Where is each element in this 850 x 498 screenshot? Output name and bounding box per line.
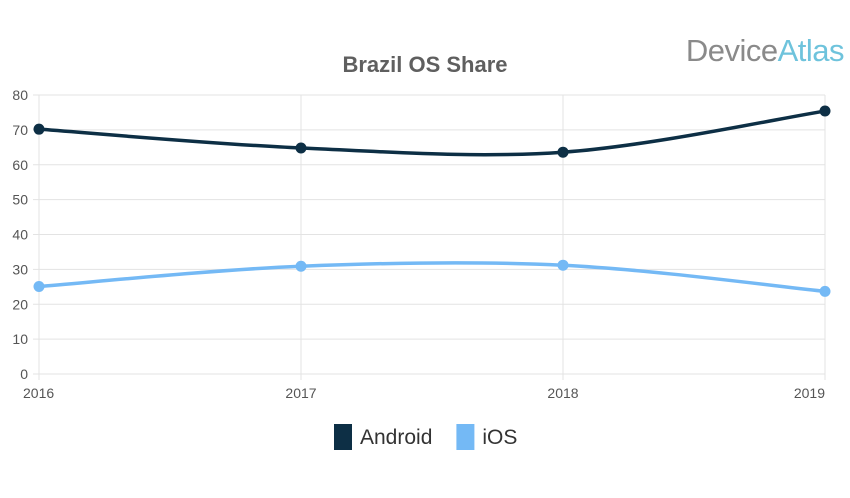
ios-point[interactable] [557, 259, 569, 271]
legend-swatch-android[interactable] [334, 424, 352, 450]
y-tick-label: 60 [12, 157, 28, 173]
android-point[interactable] [33, 123, 45, 135]
x-tick-label: 2016 [23, 385, 54, 401]
android-point[interactable] [819, 105, 831, 117]
ios-point[interactable] [819, 285, 831, 297]
y-tick-label: 50 [12, 192, 28, 208]
series-layer [33, 105, 831, 297]
y-tick-label: 20 [12, 296, 28, 312]
y-tick-label: 80 [12, 87, 28, 103]
logo-part-device: Device [686, 33, 778, 68]
android-point[interactable] [295, 142, 307, 154]
x-tick-label: 2018 [547, 385, 578, 401]
legend-label-ios[interactable]: iOS [482, 426, 517, 449]
android-point[interactable] [557, 146, 569, 158]
android-line [38, 109, 826, 157]
axes: 0 10 20 30 40 50 60 70 80 2016 2017 2018 2019 [12, 87, 825, 401]
ios-point[interactable] [33, 280, 45, 292]
y-tick-label: 0 [20, 366, 28, 382]
y-tick-label: 40 [12, 227, 28, 243]
ios-line [38, 260, 826, 294]
chart-title: Brazil OS Share [342, 52, 507, 77]
legend[interactable]: Android iOS [334, 424, 517, 450]
y-tick-label: 70 [12, 122, 28, 138]
x-tick-label: 2017 [285, 385, 316, 401]
devicealtas-logo: DeviceAtlas [686, 33, 844, 68]
ios-point[interactable] [295, 260, 307, 272]
y-tick-label: 30 [12, 261, 28, 277]
logo-part-atlas: Atlas [778, 33, 844, 68]
legend-swatch-ios[interactable] [456, 424, 475, 450]
x-tick-label: 2019 [794, 385, 825, 401]
y-tick-label: 10 [12, 331, 28, 347]
grid [33, 94, 826, 380]
legend-label-android[interactable]: Android [360, 426, 432, 449]
